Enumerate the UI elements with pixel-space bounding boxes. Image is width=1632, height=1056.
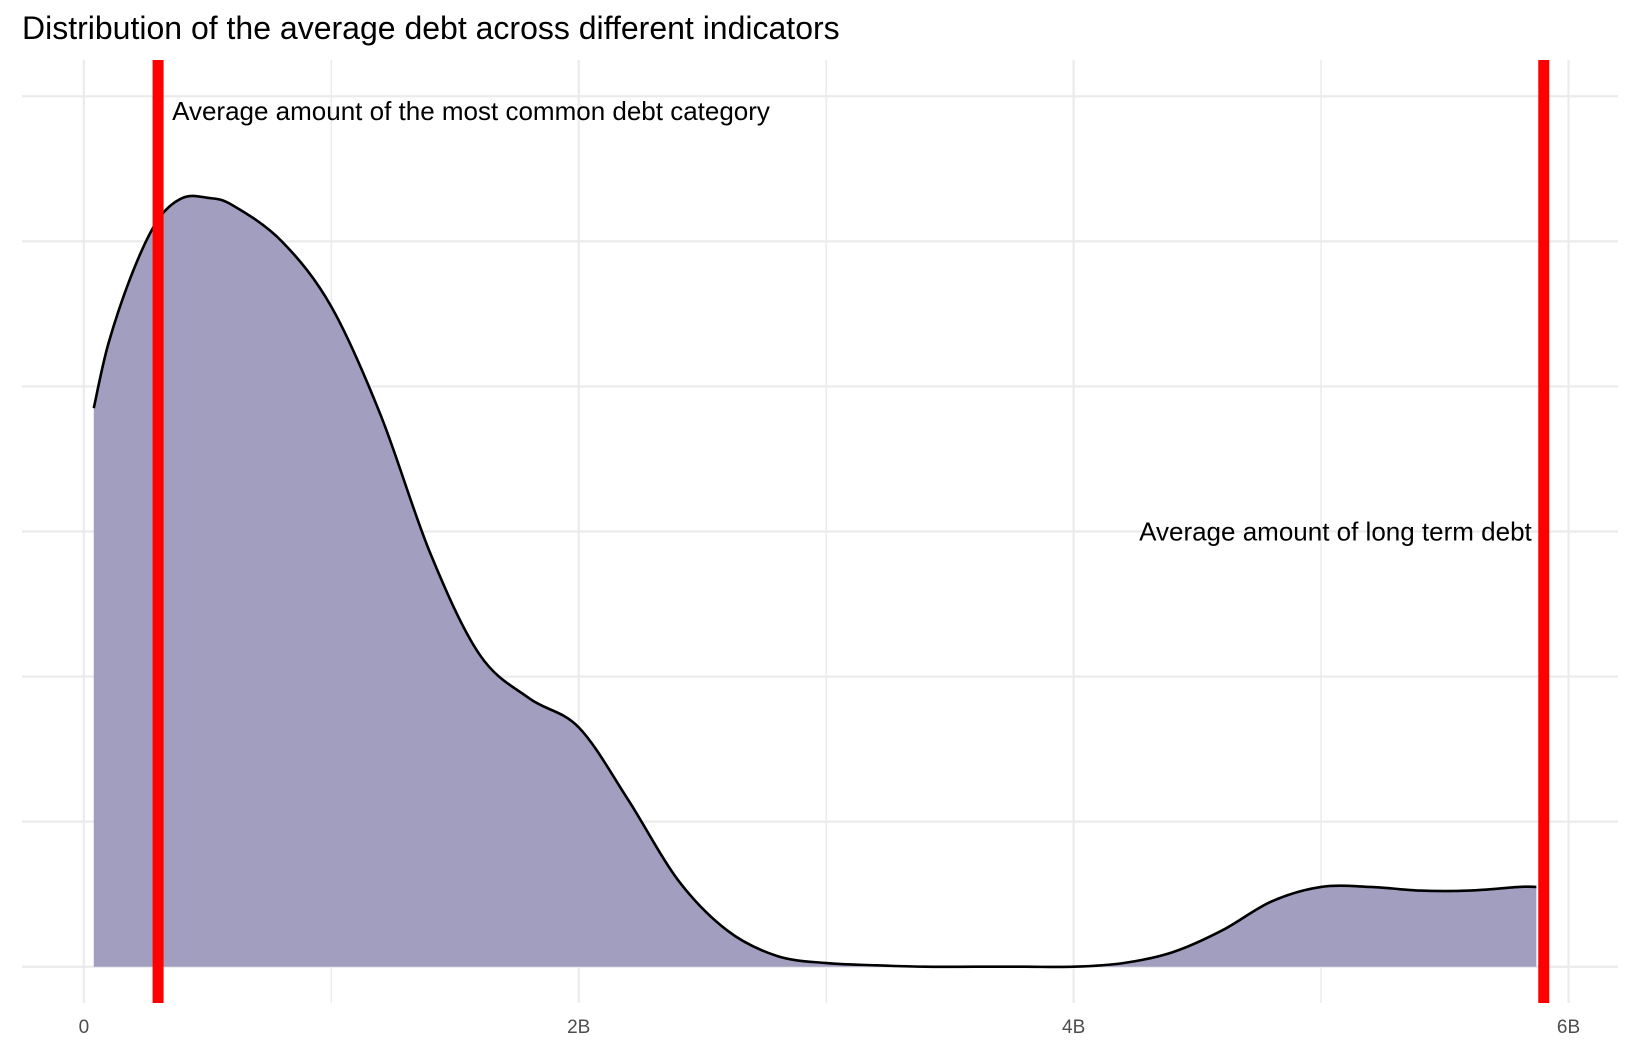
x-tick-label-1: 2B <box>567 1017 590 1038</box>
reference-lines-layer: Average amount of the most common debt c… <box>152 60 1550 1003</box>
grid-layer <box>22 60 1618 1003</box>
reference-label-0: Average amount of the most common debt c… <box>172 96 770 126</box>
density-area-layer <box>92 194 1537 969</box>
chart-title: Distribution of the average debt across … <box>22 10 840 46</box>
x-axis-ticks: 0 2B 4B 6B <box>79 1017 1581 1038</box>
x-tick-label-2: 4B <box>1062 1017 1085 1038</box>
reference-label-1: Average amount of long term debt <box>1139 517 1532 547</box>
x-tick-label-0: 0 <box>79 1017 90 1038</box>
density-area <box>93 195 1537 968</box>
x-tick-label-3: 6B <box>1557 1017 1580 1038</box>
density-curve <box>92 194 1537 969</box>
